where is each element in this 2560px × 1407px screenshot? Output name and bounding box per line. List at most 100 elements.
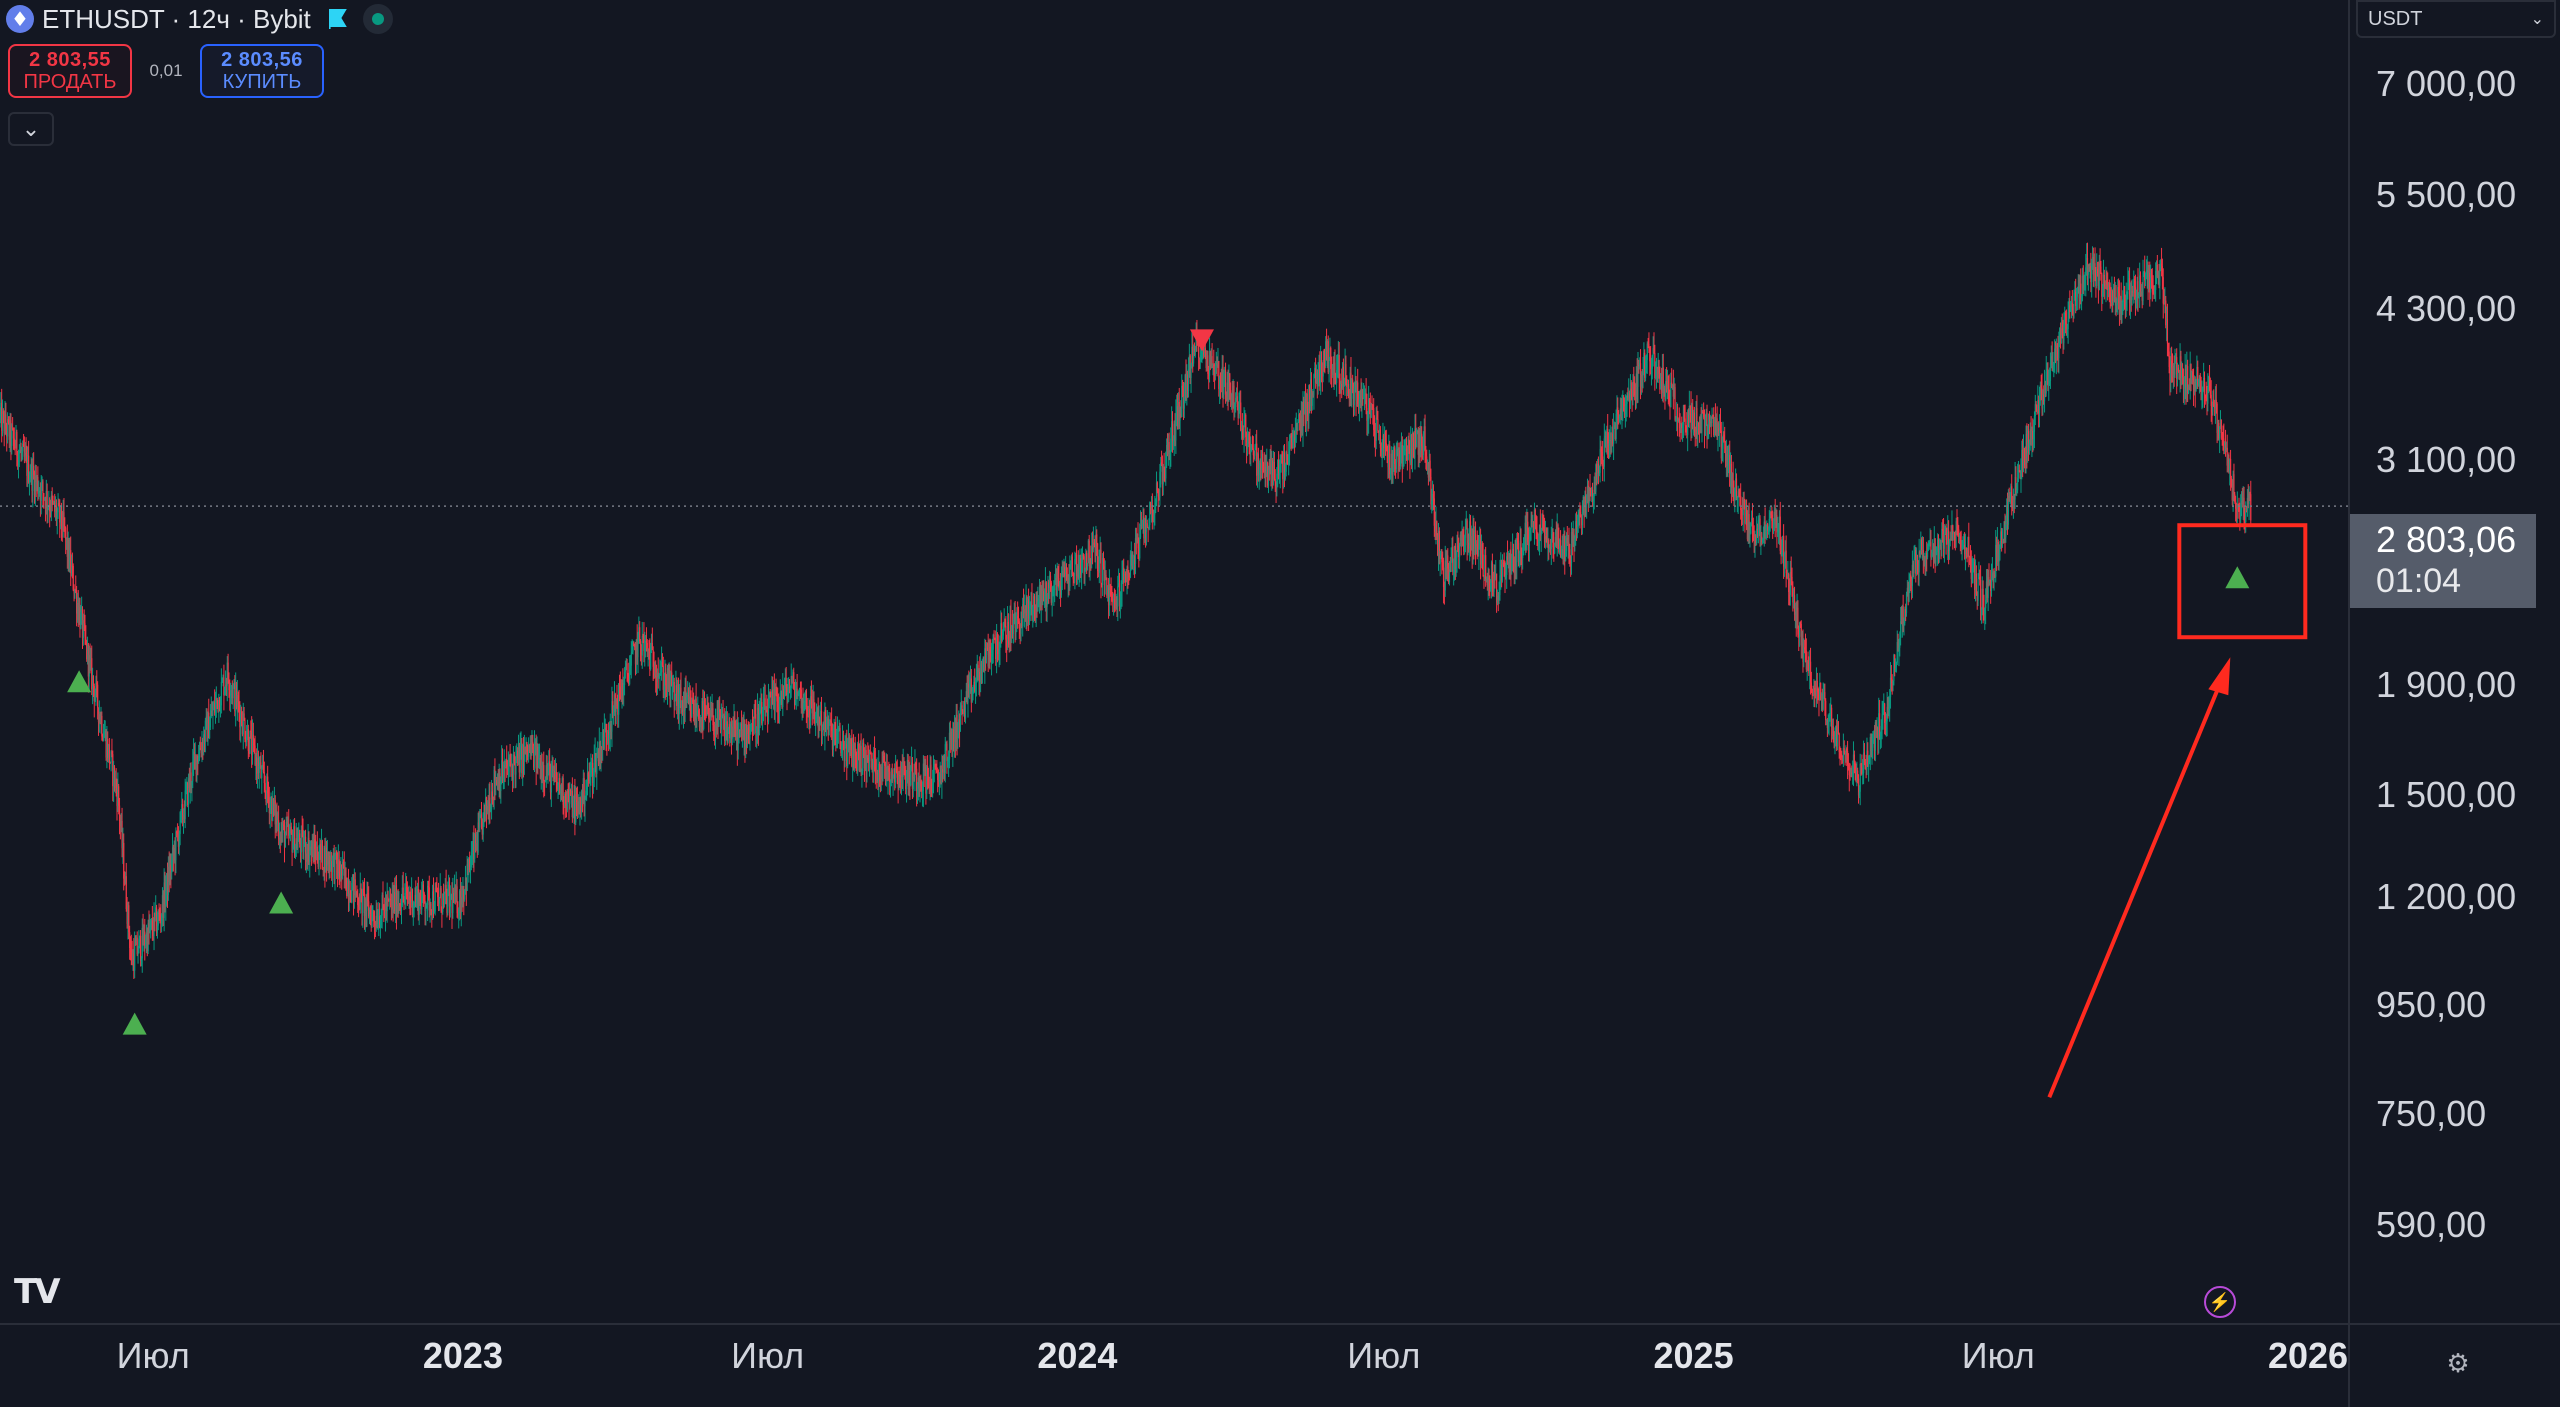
candle-body bbox=[416, 894, 418, 903]
candle-body bbox=[447, 888, 449, 913]
candle-body bbox=[1286, 451, 1288, 457]
candle-body bbox=[1676, 417, 1679, 421]
candle-body bbox=[1862, 752, 1865, 773]
candle-body bbox=[960, 705, 962, 708]
candle-body bbox=[687, 694, 690, 704]
candle-body bbox=[384, 902, 387, 918]
candle-body bbox=[1874, 722, 1876, 751]
candle-body bbox=[150, 920, 153, 922]
candle-body bbox=[1947, 530, 1949, 544]
candle-body bbox=[1139, 537, 1141, 559]
candle-body bbox=[863, 751, 866, 769]
candle-body bbox=[77, 602, 79, 620]
candle-body bbox=[726, 721, 728, 742]
candle-body bbox=[1715, 418, 1717, 433]
candle-body bbox=[1009, 614, 1011, 645]
candle-body bbox=[2038, 400, 2041, 414]
candle-body bbox=[1953, 533, 1955, 535]
candle-body bbox=[1603, 438, 1605, 467]
candle-body bbox=[1559, 540, 1561, 552]
candle-body bbox=[27, 455, 29, 476]
candle-body bbox=[832, 730, 834, 750]
candle-body bbox=[506, 758, 508, 769]
candle-body bbox=[1719, 423, 1722, 431]
candle-body bbox=[1289, 435, 1291, 438]
candle-body bbox=[719, 709, 721, 713]
candle-body bbox=[6, 428, 8, 437]
candle-body bbox=[1775, 514, 1777, 521]
candle-body bbox=[1851, 772, 1853, 774]
candle-body bbox=[388, 898, 390, 900]
candle-body bbox=[2012, 496, 2015, 509]
candle-body bbox=[367, 893, 369, 902]
candle-body bbox=[847, 741, 849, 767]
candle-body bbox=[308, 837, 310, 862]
candle-body bbox=[1432, 494, 1435, 499]
candle-body bbox=[1396, 448, 1398, 450]
candle-body bbox=[551, 765, 553, 771]
candle-body bbox=[449, 895, 451, 907]
candle-body bbox=[1541, 514, 1543, 529]
candle-body bbox=[996, 633, 999, 649]
candle-body bbox=[1145, 523, 1148, 532]
candle-body bbox=[1631, 388, 1633, 400]
candle-body bbox=[1491, 562, 1493, 583]
candle-body bbox=[1628, 393, 1631, 403]
candle-body bbox=[1100, 549, 1102, 584]
candle-body bbox=[394, 891, 396, 911]
candle-body bbox=[1307, 408, 1309, 416]
candle-body bbox=[1999, 546, 2001, 553]
candle-body bbox=[500, 781, 502, 792]
candle-body bbox=[942, 768, 944, 773]
candle-body bbox=[821, 726, 823, 733]
candle-body bbox=[1472, 530, 1474, 555]
candle-body bbox=[2076, 293, 2078, 297]
candle-body bbox=[473, 840, 475, 859]
candle-body bbox=[1725, 453, 1727, 461]
candle-body bbox=[23, 446, 26, 457]
candle-body bbox=[469, 857, 471, 870]
candle-body bbox=[702, 701, 704, 729]
candle-body bbox=[2000, 531, 2002, 547]
candle-body bbox=[1228, 373, 1230, 401]
candle-body bbox=[1291, 438, 1293, 443]
candle-body bbox=[272, 798, 275, 808]
candle-body bbox=[1581, 511, 1584, 526]
candle-body bbox=[1273, 461, 1275, 479]
candle-body bbox=[768, 693, 770, 700]
candle-body bbox=[1714, 418, 1717, 433]
candle-body bbox=[1354, 381, 1356, 388]
candle-body bbox=[1473, 530, 1475, 549]
candle-body bbox=[1698, 422, 1700, 427]
candle-body bbox=[1358, 399, 1360, 407]
candle-body bbox=[1667, 375, 1669, 390]
candle-body bbox=[909, 771, 911, 786]
candle-body bbox=[2043, 384, 2046, 402]
candle-body bbox=[396, 904, 398, 917]
candle-body bbox=[905, 775, 907, 790]
candle-body bbox=[161, 914, 163, 922]
candle-body bbox=[1034, 605, 1036, 618]
candle-body bbox=[1392, 455, 1394, 475]
candle-body bbox=[497, 776, 499, 791]
candle-body bbox=[1178, 401, 1180, 421]
candle-body bbox=[980, 663, 983, 684]
candle-body bbox=[1969, 556, 1971, 558]
candle-body bbox=[493, 769, 495, 800]
candle-body bbox=[1891, 679, 1893, 684]
candle-body bbox=[30, 463, 32, 478]
candle-body bbox=[2067, 311, 2069, 330]
candle-body bbox=[1841, 754, 1843, 758]
candle-body bbox=[471, 852, 473, 856]
candle-body bbox=[382, 895, 384, 905]
candle-body bbox=[1128, 572, 1130, 574]
candle-body bbox=[2099, 263, 2101, 267]
candle-body bbox=[2041, 387, 2043, 409]
candle-body bbox=[1871, 747, 1873, 752]
candle-body bbox=[344, 867, 346, 876]
candle-body bbox=[1809, 661, 1811, 674]
candle-body bbox=[1039, 584, 1041, 608]
candle-body bbox=[1734, 487, 1736, 497]
candle-body bbox=[1629, 388, 1632, 403]
